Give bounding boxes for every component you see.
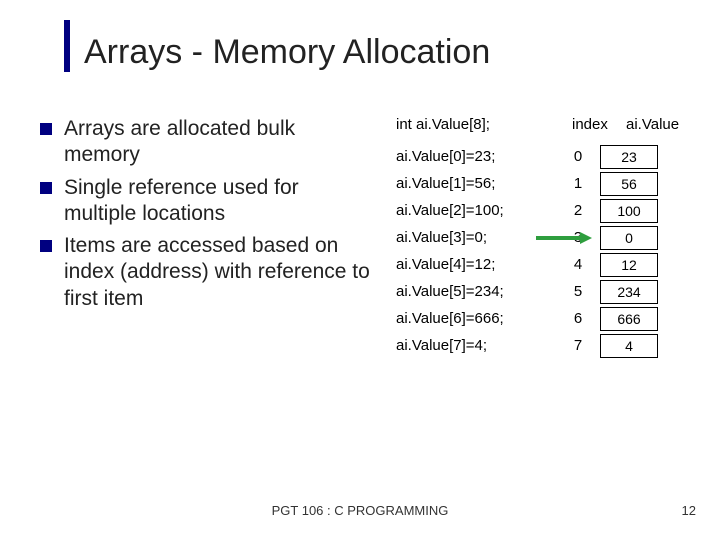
bullet-text: Single reference used for multiple locat…	[64, 175, 370, 228]
title-accent-bar	[64, 20, 70, 72]
index-value: 4	[556, 256, 600, 273]
array-row: ai.Value[2]=100; 2 100	[396, 197, 702, 224]
assignment-code: ai.Value[1]=56;	[396, 175, 556, 192]
declaration-code: int ai.Value[8];	[396, 116, 490, 133]
assignment-code: ai.Value[6]=666;	[396, 310, 556, 327]
bullet-item: Single reference used for multiple locat…	[40, 175, 370, 228]
bullet-list: Arrays are allocated bulk memory Single …	[40, 116, 370, 359]
bullet-text: Arrays are allocated bulk memory	[64, 116, 370, 169]
array-cell: 4	[600, 334, 658, 358]
index-value: 6	[556, 310, 600, 327]
array-diagram: int ai.Value[8]; index ai.Value ai.Value…	[370, 116, 702, 359]
index-value: 0	[556, 148, 600, 165]
array-cell: 100	[600, 199, 658, 223]
arrow-icon	[536, 233, 592, 243]
arrow-line	[536, 236, 582, 240]
array-row: ai.Value[3]=0; 3 0	[396, 224, 702, 251]
array-cell: 56	[600, 172, 658, 196]
slide: Arrays - Memory Allocation Arrays are al…	[0, 0, 720, 540]
array-row: ai.Value[7]=4; 7 4	[396, 332, 702, 359]
array-cell: 0	[600, 226, 658, 250]
assignment-code: ai.Value[2]=100;	[396, 202, 556, 219]
index-header: index	[572, 116, 608, 133]
arrow-head	[580, 232, 592, 244]
array-cell: 234	[600, 280, 658, 304]
index-value: 5	[556, 283, 600, 300]
square-bullet-icon	[40, 240, 52, 252]
array-cell: 666	[600, 307, 658, 331]
slide-title: Arrays - Memory Allocation	[84, 33, 490, 72]
assignment-code: ai.Value[3]=0;	[396, 229, 556, 246]
array-row: ai.Value[6]=666; 6 666	[396, 305, 702, 332]
array-cell: 23	[600, 145, 658, 169]
page-number: 12	[682, 503, 696, 518]
array-header: ai.Value	[626, 116, 679, 133]
bullet-item: Arrays are allocated bulk memory	[40, 116, 370, 169]
array-row: ai.Value[0]=23; 0 23	[396, 143, 702, 170]
assignment-code: ai.Value[0]=23;	[396, 148, 556, 165]
array-cell: 12	[600, 253, 658, 277]
square-bullet-icon	[40, 123, 52, 135]
assignment-code: ai.Value[4]=12;	[396, 256, 556, 273]
array-row: ai.Value[5]=234; 5 234	[396, 278, 702, 305]
assignment-code: ai.Value[7]=4;	[396, 337, 556, 354]
index-value: 7	[556, 337, 600, 354]
body: Arrays are allocated bulk memory Single …	[0, 116, 720, 359]
title-row: Arrays - Memory Allocation	[0, 20, 720, 72]
array-row: ai.Value[1]=56; 1 56	[396, 170, 702, 197]
square-bullet-icon	[40, 182, 52, 194]
assignment-code: ai.Value[5]=234;	[396, 283, 556, 300]
array-row: ai.Value[4]=12; 4 12	[396, 251, 702, 278]
bullet-item: Items are accessed based on index (addre…	[40, 233, 370, 312]
footer-text: PGT 106 : C PROGRAMMING	[0, 503, 720, 518]
index-value: 1	[556, 175, 600, 192]
index-value: 2	[556, 202, 600, 219]
bullet-text: Items are accessed based on index (addre…	[64, 233, 370, 312]
